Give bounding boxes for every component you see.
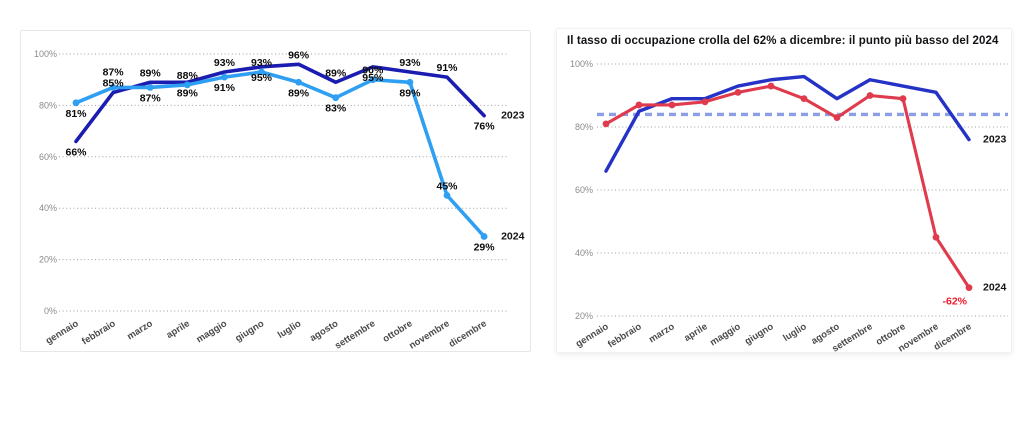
svg-text:100%: 100% bbox=[34, 49, 57, 59]
svg-text:76%: 76% bbox=[474, 121, 496, 133]
svg-text:95%: 95% bbox=[251, 72, 273, 84]
svg-text:-62%: -62% bbox=[942, 296, 967, 308]
svg-text:giugno: giugno bbox=[743, 321, 776, 347]
svg-text:85%: 85% bbox=[103, 78, 125, 90]
svg-text:91%: 91% bbox=[436, 62, 458, 74]
svg-text:89%: 89% bbox=[288, 87, 310, 99]
svg-text:maggio: maggio bbox=[708, 321, 743, 348]
svg-text:100%: 100% bbox=[570, 59, 593, 69]
svg-text:91%: 91% bbox=[214, 82, 236, 94]
svg-text:60%: 60% bbox=[39, 152, 57, 162]
svg-text:93%: 93% bbox=[214, 57, 236, 69]
svg-text:giugno: giugno bbox=[233, 318, 266, 344]
svg-text:83%: 83% bbox=[325, 103, 347, 115]
svg-text:40%: 40% bbox=[575, 248, 593, 258]
svg-text:93%: 93% bbox=[251, 57, 273, 69]
svg-text:gennaio: gennaio bbox=[44, 318, 81, 347]
svg-text:febbraio: febbraio bbox=[80, 318, 118, 347]
svg-text:luglio: luglio bbox=[276, 318, 303, 341]
svg-text:95%: 95% bbox=[362, 72, 384, 84]
line-chart-2023-vs-2024: 0% 20% 40% 60% 80% 100% gennaio febbraio marzo ap… bbox=[21, 31, 530, 352]
svg-text:2023: 2023 bbox=[501, 110, 525, 122]
svg-text:88%: 88% bbox=[177, 70, 199, 82]
left-chart-card: 0% 20% 40% 60% 80% 100% gennaio febbraio marzo ap… bbox=[20, 30, 531, 352]
svg-text:0%: 0% bbox=[44, 306, 57, 316]
svg-text:2024: 2024 bbox=[501, 230, 525, 242]
svg-text:aprile: aprile bbox=[165, 318, 192, 341]
svg-text:gennaio: gennaio bbox=[574, 321, 611, 350]
svg-text:96%: 96% bbox=[288, 49, 310, 61]
svg-text:89%: 89% bbox=[399, 87, 421, 99]
svg-text:20%: 20% bbox=[575, 311, 593, 321]
svg-text:66%: 66% bbox=[65, 146, 87, 158]
svg-text:81%: 81% bbox=[65, 108, 87, 120]
line-chart-occupancy-drop: 20% 40% 60% 80% 100% gennaio febbraio marzo apri… bbox=[557, 29, 1011, 355]
svg-text:2024: 2024 bbox=[983, 282, 1007, 294]
right-chart-title: Il tasso di occupazione crolla del 62% a… bbox=[567, 35, 999, 47]
svg-text:87%: 87% bbox=[103, 67, 125, 79]
svg-text:89%: 89% bbox=[325, 67, 347, 79]
svg-text:novembre: novembre bbox=[407, 318, 451, 351]
svg-text:aprile: aprile bbox=[682, 321, 709, 344]
svg-text:settembre: settembre bbox=[333, 318, 377, 351]
svg-text:90%: 90% bbox=[362, 65, 384, 77]
svg-text:80%: 80% bbox=[575, 122, 593, 132]
right-chart-card: Il tasso di occupazione crolla del 62% a… bbox=[556, 28, 1012, 355]
svg-text:dicembre: dicembre bbox=[932, 321, 974, 353]
svg-text:89%: 89% bbox=[177, 87, 199, 99]
svg-text:luglio: luglio bbox=[781, 321, 808, 344]
svg-text:80%: 80% bbox=[39, 100, 57, 110]
svg-text:2023: 2023 bbox=[983, 134, 1007, 146]
svg-text:45%: 45% bbox=[436, 180, 458, 192]
svg-text:maggio: maggio bbox=[195, 318, 230, 345]
svg-text:febbraio: febbraio bbox=[606, 321, 644, 350]
svg-text:93%: 93% bbox=[399, 57, 421, 69]
svg-text:marzo: marzo bbox=[125, 318, 155, 342]
svg-text:87%: 87% bbox=[140, 92, 162, 104]
svg-text:40%: 40% bbox=[39, 203, 57, 213]
svg-text:89%: 89% bbox=[140, 67, 162, 79]
svg-text:marzo: marzo bbox=[647, 321, 677, 345]
svg-text:20%: 20% bbox=[39, 255, 57, 265]
svg-text:dicembre: dicembre bbox=[447, 318, 489, 350]
svg-text:60%: 60% bbox=[575, 185, 593, 195]
svg-text:29%: 29% bbox=[474, 241, 496, 253]
